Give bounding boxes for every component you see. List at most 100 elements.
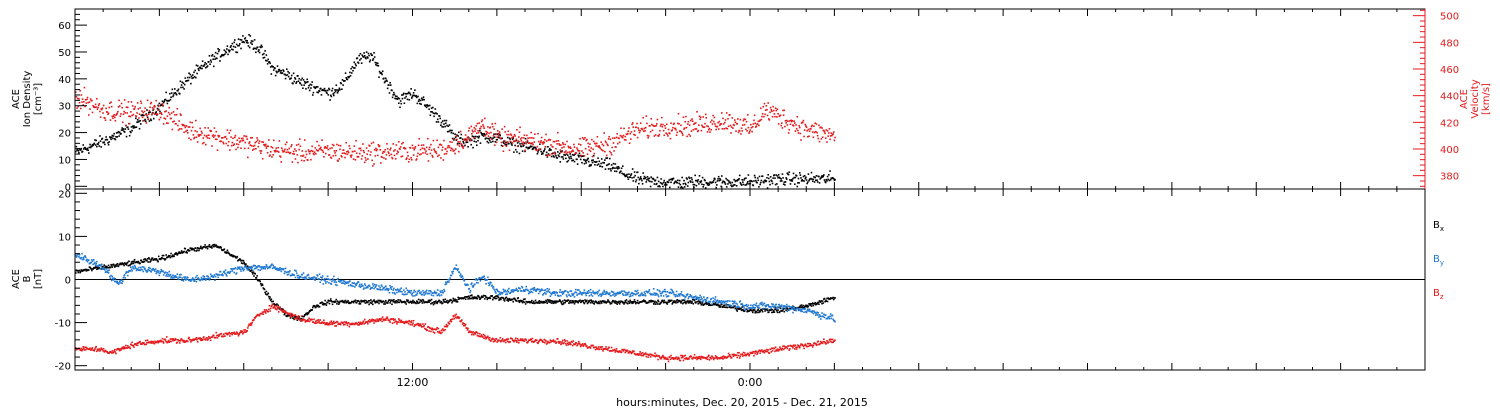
by-point bbox=[303, 276, 306, 278]
density-point bbox=[388, 84, 390, 86]
velocity-point bbox=[157, 109, 159, 112]
bx-point bbox=[493, 296, 496, 298]
velocity-point bbox=[498, 131, 501, 133]
bx-point bbox=[225, 252, 228, 254]
by-point bbox=[663, 290, 666, 293]
density-point bbox=[567, 159, 570, 162]
velocity-point bbox=[671, 129, 674, 131]
by-point bbox=[467, 284, 469, 286]
density-point bbox=[543, 149, 545, 152]
velocity-point bbox=[786, 124, 789, 126]
density-point bbox=[730, 185, 733, 188]
velocity-point bbox=[349, 147, 351, 150]
density-point bbox=[656, 176, 659, 179]
velocity-point bbox=[649, 124, 651, 127]
velocity-point bbox=[457, 141, 459, 143]
velocity-point bbox=[124, 112, 127, 114]
velocity-point bbox=[636, 136, 639, 139]
by-point bbox=[234, 267, 237, 269]
bx-point bbox=[199, 245, 202, 248]
velocity-point bbox=[95, 106, 98, 108]
bx-point bbox=[264, 291, 266, 294]
velocity-point bbox=[445, 148, 447, 150]
by-point bbox=[629, 293, 631, 296]
density-point bbox=[626, 176, 629, 179]
by-point bbox=[569, 290, 571, 292]
velocity-point bbox=[145, 122, 148, 124]
velocity-point bbox=[685, 126, 688, 129]
by-point bbox=[792, 311, 794, 314]
bx-point bbox=[337, 303, 340, 305]
velocity-point bbox=[284, 143, 287, 146]
by-point bbox=[432, 292, 434, 294]
velocity-point bbox=[602, 149, 604, 152]
bx-point bbox=[822, 302, 825, 304]
velocity-point bbox=[482, 124, 484, 126]
bx-point bbox=[653, 301, 656, 304]
bx-point bbox=[413, 300, 416, 303]
density-point bbox=[475, 141, 477, 143]
velocity-point bbox=[163, 117, 166, 119]
velocity-point bbox=[250, 137, 252, 139]
density-point bbox=[177, 88, 180, 91]
density-point bbox=[104, 139, 107, 141]
bx-point bbox=[809, 304, 812, 306]
bx-point bbox=[740, 307, 742, 310]
by-point bbox=[537, 288, 539, 291]
bx-point bbox=[318, 305, 321, 308]
density-point bbox=[576, 158, 578, 161]
velocity-point bbox=[159, 112, 161, 115]
density-point bbox=[154, 111, 157, 114]
bx-point bbox=[250, 269, 253, 271]
by-point bbox=[620, 291, 622, 294]
density-point bbox=[727, 179, 730, 182]
density-point bbox=[480, 131, 482, 134]
velocity-point bbox=[323, 147, 326, 149]
density-point bbox=[794, 176, 797, 179]
velocity-point bbox=[307, 159, 309, 161]
density-point bbox=[482, 133, 484, 135]
density-point bbox=[367, 52, 370, 55]
density-point bbox=[569, 153, 571, 155]
density-point bbox=[284, 77, 287, 80]
by-point bbox=[425, 290, 427, 293]
by-point bbox=[126, 271, 128, 274]
by-point bbox=[410, 289, 412, 292]
bx-point bbox=[203, 246, 206, 248]
density-point bbox=[707, 182, 709, 185]
density-point bbox=[529, 145, 532, 148]
by-point bbox=[707, 301, 709, 304]
density-point bbox=[216, 57, 218, 60]
density-point bbox=[595, 160, 598, 163]
density-point bbox=[828, 173, 830, 176]
velocity-point bbox=[324, 145, 326, 148]
velocity-point bbox=[824, 137, 827, 139]
density-point bbox=[209, 59, 212, 61]
by-point bbox=[151, 269, 154, 271]
bz-point bbox=[113, 348, 116, 351]
density-point bbox=[306, 78, 309, 81]
bx-point bbox=[381, 301, 383, 304]
density-point bbox=[512, 137, 515, 139]
density-point bbox=[678, 182, 680, 185]
by-point bbox=[594, 293, 596, 295]
density-point bbox=[815, 179, 817, 182]
density-point bbox=[214, 51, 217, 54]
velocity-point bbox=[281, 149, 284, 152]
bx-point bbox=[441, 302, 444, 304]
density-point bbox=[237, 38, 240, 40]
bx-point bbox=[363, 300, 365, 303]
bx-point bbox=[265, 290, 268, 293]
by-point bbox=[475, 281, 478, 284]
velocity-point bbox=[474, 128, 477, 130]
bx-point bbox=[373, 300, 376, 303]
velocity-point bbox=[778, 115, 781, 118]
velocity-point bbox=[811, 124, 813, 127]
velocity-point bbox=[792, 124, 794, 126]
velocity-point bbox=[784, 125, 786, 128]
density-point bbox=[190, 75, 193, 78]
density-point bbox=[483, 133, 486, 136]
velocity-point bbox=[176, 107, 179, 110]
density-point bbox=[107, 142, 109, 144]
density-point bbox=[89, 143, 91, 146]
